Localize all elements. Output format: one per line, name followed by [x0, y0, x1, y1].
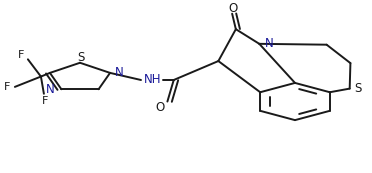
Text: S: S [77, 51, 85, 64]
Text: O: O [155, 101, 164, 114]
Text: NH: NH [143, 73, 161, 86]
Text: N: N [264, 37, 273, 50]
Text: F: F [41, 96, 48, 106]
Text: F: F [4, 81, 11, 92]
Text: O: O [229, 2, 238, 15]
Text: N: N [115, 66, 124, 79]
Text: N: N [46, 83, 55, 96]
Text: F: F [18, 49, 25, 60]
Text: S: S [355, 82, 362, 95]
